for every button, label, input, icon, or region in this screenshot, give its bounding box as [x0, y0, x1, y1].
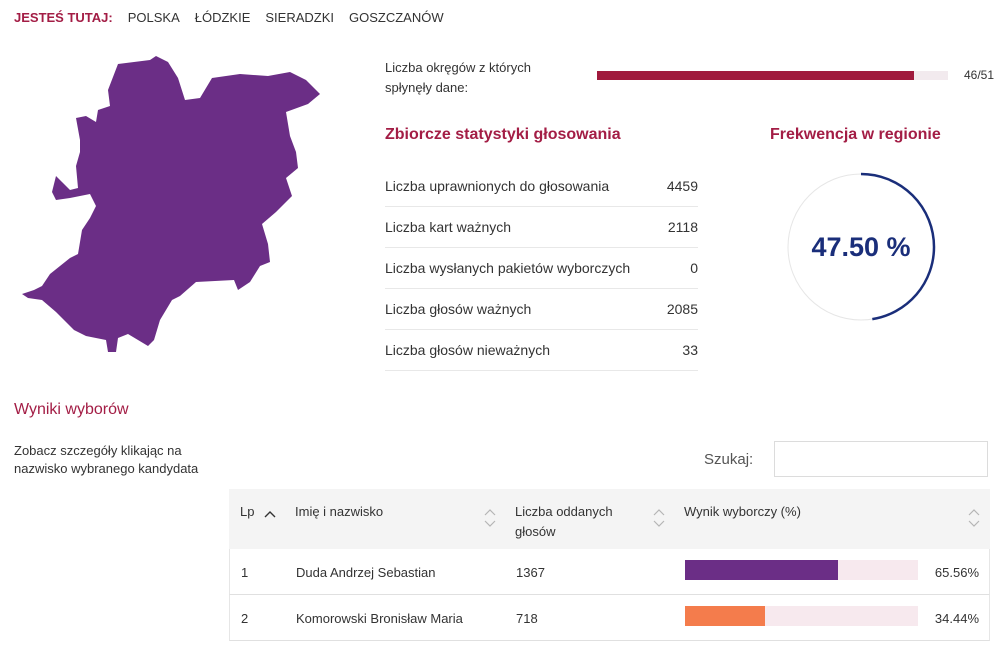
cell-percent: 34.44%: [934, 610, 979, 626]
stat-row-invalid-votes: Liczba głosów nieważnych 33: [385, 330, 698, 371]
stats-title: Zbiorcze statystyki głosowania: [385, 126, 621, 143]
region-map-icon: [22, 56, 320, 352]
breadcrumb-item-goszczanow[interactable]: GOSZCZANÓW: [349, 9, 444, 25]
column-header-result[interactable]: Wynik wyborczy (%): [673, 489, 990, 549]
turnout-gauge: 47.50 %: [786, 172, 936, 322]
result-bar-fill: [685, 560, 838, 580]
stat-value: 2085: [666, 301, 698, 317]
stat-value: 0: [690, 260, 698, 276]
turnout-ring: [786, 172, 936, 322]
breadcrumb: JESTEŚ TUTAJ: POLSKA ŁÓDZKIE SIERADZKI G…: [14, 9, 459, 25]
column-header-label: Wynik wyborczy (%): [684, 504, 801, 519]
results-hint: Zobacz szczegóły klikając na nazwisko wy…: [14, 443, 199, 476]
districts-progress-count: 46/51: [963, 68, 994, 82]
results-title: Wyniki wyborów: [14, 401, 129, 418]
stat-value: 33: [682, 342, 698, 358]
result-bar: [685, 606, 918, 626]
breadcrumb-label: JESTEŚ TUTAJ:: [14, 9, 113, 25]
stat-row-valid-votes: Liczba głosów ważnych 2085: [385, 289, 698, 330]
sort-both-icon: [968, 509, 980, 527]
column-header-votes[interactable]: Liczba oddanych głosów: [504, 489, 673, 549]
turnout-ring-arc: [786, 172, 936, 322]
stat-label: Liczba kart ważnych: [385, 219, 512, 235]
sort-both-icon: [484, 509, 496, 527]
breadcrumb-item-lodzkie[interactable]: ŁÓDZKIE: [194, 9, 251, 25]
districts-progress-bar: [597, 71, 948, 80]
result-bar-fill: [685, 606, 766, 626]
results-table: Lp Imię i nazwisko Liczba oddanych głosó…: [229, 489, 990, 641]
cell-lp: 1: [241, 564, 249, 580]
search-input[interactable]: [774, 441, 988, 477]
turnout-title: Frekwencja w regionie: [770, 126, 941, 143]
stat-label: Liczba głosów nieważnych: [385, 342, 550, 358]
candidate-name-link[interactable]: Komorowski Bronisław Maria: [296, 610, 463, 626]
stat-row-eligible: Liczba uprawnionych do głosowania 4459: [385, 166, 698, 207]
stat-value: 2118: [667, 219, 698, 235]
table-header: Lp Imię i nazwisko Liczba oddanych głosó…: [229, 489, 990, 549]
stats-list: Liczba uprawnionych do głosowania 4459 L…: [385, 166, 698, 371]
column-header-label: Lp: [240, 504, 255, 519]
breadcrumb-item-sieradzki[interactable]: SIERADZKI: [265, 9, 334, 25]
candidate-name-link[interactable]: Duda Andrzej Sebastian: [296, 564, 436, 580]
table-row[interactable]: 2 Komorowski Bronisław Maria 718 34.44%: [229, 595, 990, 641]
column-header-label: Imię i nazwisko: [295, 504, 384, 519]
cell-lp: 2: [241, 610, 249, 626]
search-label: Szukaj:: [704, 451, 754, 468]
stat-row-packages: Liczba wysłanych pakietów wyborczych 0: [385, 248, 698, 289]
cell-percent: 65.56%: [934, 564, 979, 580]
stat-row-valid-cards: Liczba kart ważnych 2118: [385, 207, 698, 248]
cell-votes: 1367: [516, 564, 545, 580]
table-row[interactable]: 1 Duda Andrzej Sebastian 1367 65.56%: [229, 549, 990, 595]
column-header-label: Liczba oddanych głosów: [515, 504, 613, 539]
turnout-value: 47.50 %: [811, 231, 911, 262]
cell-votes: 718: [516, 610, 538, 626]
breadcrumb-item-polska[interactable]: POLSKA: [127, 9, 180, 25]
districts-progress-fill: [597, 71, 914, 80]
column-header-lp[interactable]: Lp: [229, 489, 284, 549]
stat-label: Liczba uprawnionych do głosowania: [385, 178, 610, 194]
sort-ascending-icon: [264, 511, 276, 518]
stat-value: 4459: [666, 178, 698, 194]
stat-label: Liczba głosów ważnych: [385, 301, 532, 317]
districts-progress-label: Liczba okręgów z których spłynęły dane:: [385, 60, 531, 95]
stat-label: Liczba wysłanych pakietów wyborczych: [385, 260, 631, 276]
result-bar: [685, 560, 918, 580]
column-header-name[interactable]: Imię i nazwisko: [284, 489, 504, 549]
sort-both-icon: [653, 509, 665, 527]
region-shape: [22, 56, 320, 352]
